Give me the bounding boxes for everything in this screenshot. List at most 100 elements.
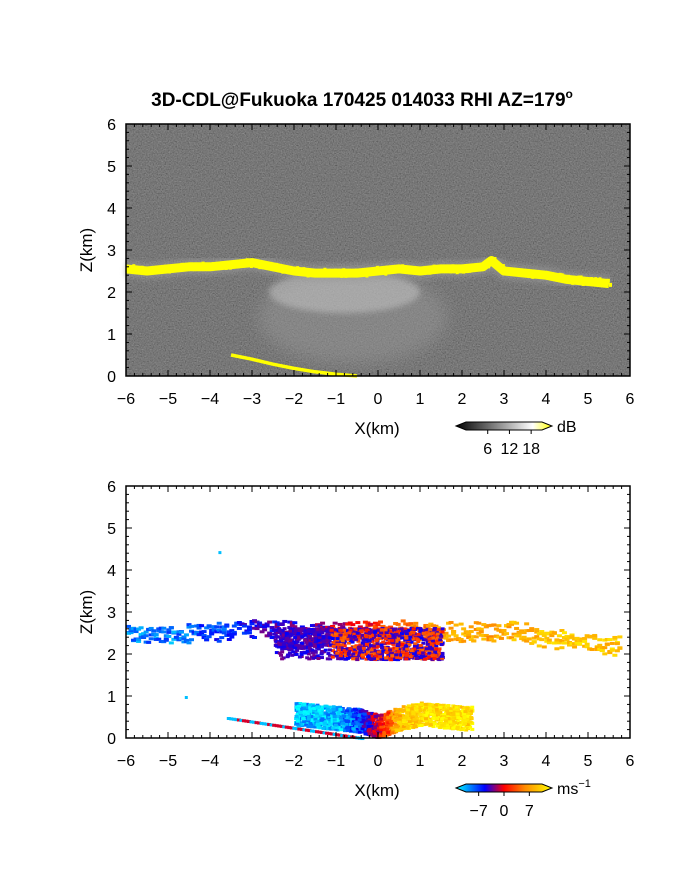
velocity-pixel bbox=[241, 719, 246, 723]
velocity-pixel bbox=[244, 629, 250, 633]
velocity-colorbar-tick-label: 7 bbox=[525, 803, 534, 820]
velocity-pixel bbox=[151, 632, 157, 636]
velocity-pixel bbox=[427, 651, 432, 655]
velocity-pixel bbox=[178, 636, 184, 640]
velocity-pixel bbox=[511, 638, 517, 642]
velocity-pixel bbox=[416, 640, 421, 644]
velocity-pixel bbox=[313, 649, 318, 653]
velocity-pixel bbox=[453, 623, 459, 627]
velocity-pixel bbox=[293, 646, 298, 650]
cloud-base-speck bbox=[441, 264, 444, 269]
velocity-pixel bbox=[282, 642, 287, 646]
velocity-pixel bbox=[319, 718, 324, 722]
cloud-base-speck bbox=[583, 279, 587, 284]
cloud-base-speck bbox=[184, 265, 188, 270]
velocity-pixel bbox=[460, 709, 465, 713]
velocity-pixel bbox=[465, 727, 470, 731]
velocity-pixel bbox=[431, 714, 436, 718]
velocity-pixel bbox=[304, 715, 309, 719]
velocity-pixel bbox=[394, 647, 399, 651]
velocity-pixel bbox=[604, 638, 610, 642]
velocity-pixel bbox=[351, 725, 356, 729]
velocity-pixel bbox=[418, 644, 423, 648]
velocity-pixel bbox=[310, 637, 315, 641]
velocity-pixel bbox=[431, 716, 436, 720]
velocity-pixel bbox=[427, 702, 432, 706]
velocity-pixel bbox=[587, 647, 593, 651]
velocity-pixel bbox=[401, 629, 406, 633]
velocity-pixel bbox=[367, 622, 373, 626]
velocity-pixel bbox=[315, 715, 320, 719]
velocity-pixel bbox=[206, 635, 212, 639]
velocity-pixel bbox=[153, 633, 159, 637]
velocity-pixel bbox=[264, 634, 270, 638]
velocity-pixel bbox=[355, 636, 360, 640]
velocity-pixel bbox=[377, 734, 382, 738]
velocity-pixel bbox=[183, 638, 189, 642]
velocity-pixel bbox=[469, 711, 474, 715]
velocity-pixel bbox=[294, 717, 299, 721]
cloud-base-speck bbox=[491, 259, 495, 264]
velocity-pixel bbox=[244, 719, 249, 723]
velocity-pixel bbox=[176, 632, 182, 636]
cloud-base-speck bbox=[273, 264, 276, 269]
cloud-base-speck bbox=[226, 262, 230, 267]
velocity-pixel bbox=[584, 642, 590, 646]
velocity-pixel bbox=[269, 629, 275, 633]
velocity-pixel bbox=[394, 653, 399, 657]
velocity-pixel bbox=[312, 654, 317, 658]
velocity-pixel bbox=[146, 640, 152, 644]
velocity-pixel bbox=[443, 719, 448, 723]
velocity-pixel bbox=[341, 724, 346, 728]
velocity-pixel bbox=[373, 630, 378, 634]
velocity-pixel bbox=[310, 720, 315, 724]
cloud-base-speck bbox=[228, 265, 232, 270]
velocity-pixel bbox=[375, 623, 381, 627]
velocity-pixel bbox=[401, 724, 406, 728]
velocity-pixel bbox=[428, 709, 433, 713]
velocity-pixel bbox=[241, 631, 247, 635]
velocity-pixel bbox=[493, 627, 499, 631]
velocity-pixel bbox=[440, 723, 445, 727]
velocity-pixel bbox=[368, 732, 373, 736]
velocity-pixel bbox=[277, 630, 282, 634]
cloud-base-speck bbox=[317, 269, 321, 274]
velocity-pixel bbox=[476, 631, 482, 635]
velocity-pixel bbox=[327, 653, 332, 657]
velocity-pixel bbox=[229, 629, 235, 633]
velocity-pixel bbox=[294, 721, 299, 725]
velocity-pixel bbox=[126, 631, 131, 635]
velocity-pixel bbox=[456, 716, 461, 720]
cloud-base-speck bbox=[344, 273, 348, 278]
velocity-pixel bbox=[404, 632, 409, 636]
velocity-pixel bbox=[315, 630, 320, 634]
velocity-pixel bbox=[216, 639, 222, 643]
cloud-base-speck bbox=[254, 263, 258, 268]
velocity-pixel bbox=[420, 651, 425, 655]
velocity-pixel bbox=[612, 653, 618, 657]
velocity-pixel bbox=[163, 638, 169, 642]
velocity-pixel bbox=[361, 655, 366, 659]
cloud-base-speck bbox=[548, 274, 552, 279]
velocity-pixel bbox=[511, 620, 517, 624]
velocity-pixel bbox=[299, 727, 304, 731]
velocity-pixel bbox=[156, 629, 162, 633]
cloud-base-speck bbox=[256, 260, 260, 265]
cloud-base-speck bbox=[434, 266, 438, 271]
velocity-pixel bbox=[355, 654, 360, 658]
velocity-pixel bbox=[458, 723, 463, 727]
backscatter-colorbar-tick-label: 18 bbox=[522, 441, 540, 458]
velocity-pixel bbox=[347, 621, 353, 625]
velocity-pixel bbox=[287, 651, 292, 655]
velocity-pixel bbox=[339, 714, 344, 718]
velocity-pixel bbox=[277, 642, 282, 646]
velocity-pixel bbox=[444, 723, 449, 727]
velocity-pixel bbox=[372, 730, 377, 734]
velocity-pixel bbox=[435, 626, 441, 630]
velocity-pixel bbox=[239, 623, 245, 627]
velocity-pixel bbox=[395, 655, 400, 659]
velocity-pixel bbox=[369, 634, 374, 638]
velocity-pixel bbox=[458, 622, 464, 626]
